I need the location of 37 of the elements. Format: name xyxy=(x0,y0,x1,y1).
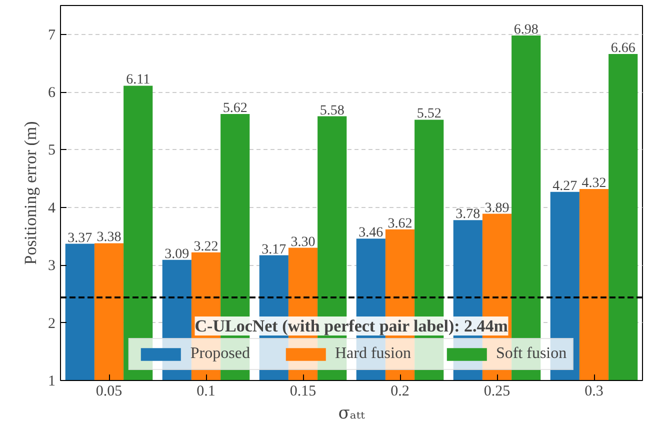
data-label: 5.58 xyxy=(320,103,344,118)
x-tick-label: 0.15 xyxy=(290,384,316,400)
x-tick-label: 0.25 xyxy=(484,384,510,400)
legend-label: Proposed xyxy=(190,345,250,363)
y-tick-label: 4 xyxy=(48,200,56,216)
data-label: 6.66 xyxy=(610,40,636,56)
y-tick-label: 6 xyxy=(48,85,56,102)
y-tick-label: 7 xyxy=(48,27,56,44)
data-label: 4.32 xyxy=(582,176,606,191)
data-label: 3.38 xyxy=(96,230,122,246)
data-label: 5.62 xyxy=(222,100,248,116)
x-axis-title: σₐₜₜ xyxy=(338,404,366,424)
data-label: 3.62 xyxy=(388,216,412,232)
y-tick-label: 1 xyxy=(48,374,56,390)
x-tick-label: 0.3 xyxy=(584,384,604,400)
data-label: 3.22 xyxy=(194,239,218,254)
data-label: 3.30 xyxy=(290,234,316,250)
data-label: 6.98 xyxy=(514,22,538,38)
y-tick-label: 2 xyxy=(48,316,56,332)
x-tick-label: 0.2 xyxy=(390,384,410,400)
data-label: 3.37 xyxy=(68,230,92,246)
y-axis-title: Positioning error (m) xyxy=(21,121,40,265)
data-label: 3.78 xyxy=(456,207,480,222)
data-label: 5.52 xyxy=(416,106,442,122)
annotation: C-ULocNet (with perfect pair label): 2.44m xyxy=(194,316,508,336)
data-label: 3.09 xyxy=(164,246,190,262)
y-tick-label: 5 xyxy=(48,142,56,159)
data-label: 3.17 xyxy=(262,242,286,258)
data-label: 4.27 xyxy=(552,178,578,194)
legend-label: Hard fusion xyxy=(334,345,411,363)
data-label: 6.11 xyxy=(126,72,150,88)
x-tick-label: 0.1 xyxy=(196,384,216,400)
y-tick-label: 3 xyxy=(48,258,56,274)
legend-label: Soft fusion xyxy=(496,345,567,363)
data-label: 3.89 xyxy=(484,200,510,216)
data-label: 3.46 xyxy=(358,226,384,241)
x-tick-label: 0.05 xyxy=(96,384,122,400)
